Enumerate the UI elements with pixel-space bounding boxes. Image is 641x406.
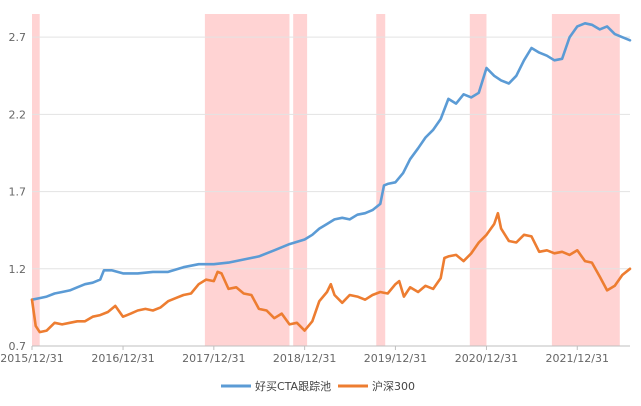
legend-item-0[interactable]: 好买CTA跟踪池 bbox=[221, 379, 331, 393]
series-line-0 bbox=[30, 22, 632, 301]
x-axis: 2015/12/31 2016/12/31 2017/12/31 2018/12/31… bbox=[0, 345, 630, 365]
series-lines bbox=[30, 22, 632, 334]
shaded-period-0 bbox=[32, 14, 40, 346]
shaded-period-5 bbox=[551, 14, 620, 346]
y-axis: 0.7 1.2 1.7 2.2 2.7 bbox=[9, 31, 27, 353]
x-tick-label-6: 2021/12/31 bbox=[546, 352, 609, 365]
x-tick-label-3: 2018/12/31 bbox=[273, 352, 336, 365]
legend: 好买CTA跟踪池 沪深300 bbox=[221, 379, 415, 393]
y-tick-label-4: 2.7 bbox=[9, 31, 27, 44]
x-tick-label-5: 2020/12/31 bbox=[455, 352, 518, 365]
shaded-period-2 bbox=[293, 14, 308, 346]
gridlines bbox=[32, 36, 630, 270]
legend-item-1[interactable]: 沪深300 bbox=[338, 379, 415, 393]
legend-label-1: 沪深300 bbox=[372, 379, 415, 393]
x-tick-label-2: 2017/12/31 bbox=[182, 352, 245, 365]
shaded-period-4 bbox=[469, 14, 487, 346]
y-tick-label-0: 0.7 bbox=[9, 340, 27, 353]
series-line-1 bbox=[30, 211, 632, 334]
x-tick-label-1: 2016/12/31 bbox=[91, 352, 154, 365]
shaded-period-1 bbox=[204, 14, 290, 346]
shaded-periods bbox=[32, 14, 620, 346]
y-tick-label-1: 1.2 bbox=[9, 263, 27, 276]
y-tick-label-3: 2.2 bbox=[9, 108, 27, 121]
shaded-period-3 bbox=[376, 14, 386, 346]
y-tick-label-2: 1.7 bbox=[9, 186, 27, 199]
x-tick-label-4: 2019/12/31 bbox=[364, 352, 427, 365]
x-tick-label-0: 2015/12/31 bbox=[0, 352, 63, 365]
legend-label-0: 好买CTA跟踪池 bbox=[255, 379, 331, 393]
